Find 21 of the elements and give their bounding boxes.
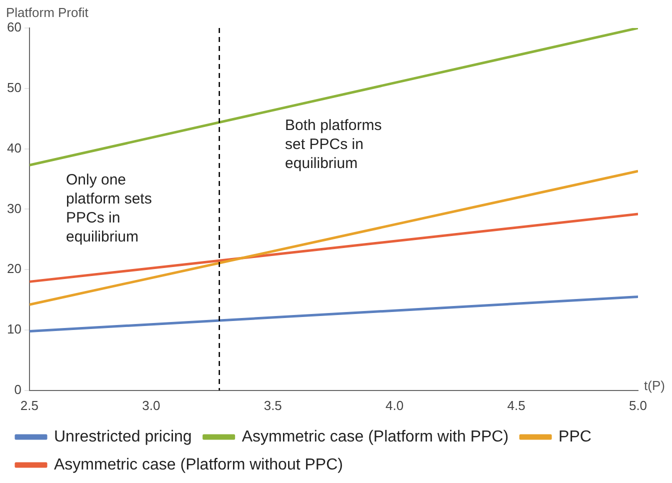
y-tick-label: 40 (6, 140, 22, 156)
legend-label: PPC (558, 428, 592, 446)
x-tick-label: 3.0 (142, 398, 160, 413)
y-tick-label: 10 (6, 322, 22, 337)
y-tick-label: 20 (6, 261, 22, 276)
legend-label: Unrestricted pricing (54, 428, 192, 446)
y-tick-label: 60 (6, 20, 22, 35)
x-tick-label: 5.0 (628, 398, 648, 413)
x-axis-title: t(P) (644, 378, 665, 393)
y-tick-label: 30 (6, 200, 22, 216)
y-tick-label: 50 (6, 80, 22, 95)
x-tick-label: 4.5 (507, 398, 526, 413)
annotation: Only one platform sets PPCs in equilibrium (66, 172, 152, 246)
x-tick-label: 2.5 (20, 398, 38, 413)
x-tick-label: 4.0 (386, 398, 404, 413)
y-axis-title: Platform Profit (6, 5, 89, 20)
x-tick-label: 3.5 (264, 398, 282, 413)
annotation: Both platforms set PPCs in equilibrium (285, 117, 382, 172)
legend-label: Asymmetric case (Platform with PPC) (242, 428, 509, 446)
legend-label: Asymmetric case (Platform without PPC) (54, 456, 343, 474)
y-tick-label: 0 (14, 382, 22, 397)
